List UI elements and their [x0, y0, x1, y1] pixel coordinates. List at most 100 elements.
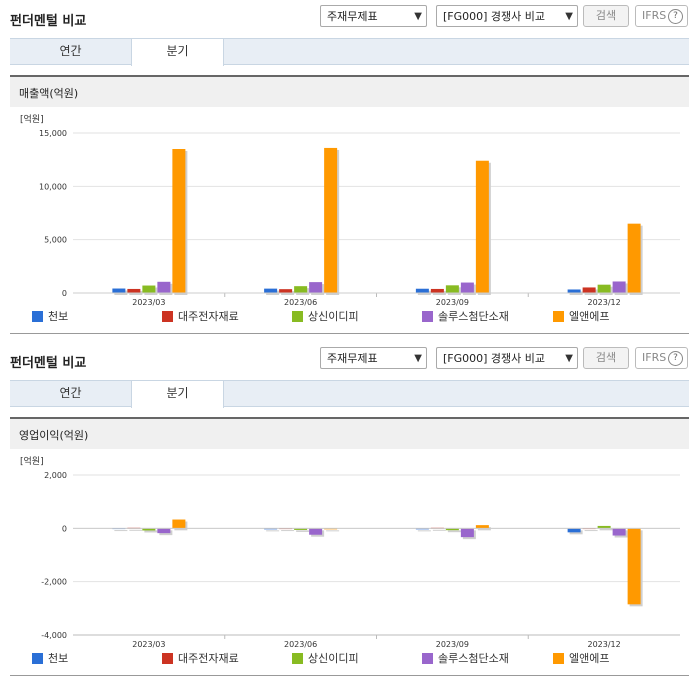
revenue-chart: [억원] 0 5,000 10,000 15,000 2023/03 2023/06 2023… — [20, 113, 680, 307]
legend-label: 엘앤에프 — [569, 310, 610, 323]
x-tick-label: 2023/09 — [436, 298, 469, 307]
y-tick-label: 10,000 — [39, 182, 67, 191]
ifrs-label: IFRS — [642, 351, 667, 364]
legend-swatch — [553, 653, 564, 664]
chart-header: 매출액(억원) — [10, 75, 689, 107]
bar — [460, 282, 474, 293]
peer-select[interactable]: [FG000] 경쟁사 비교 ▼ — [436, 5, 578, 27]
legend-item-daejoo[interactable]: 대주전자재료 — [162, 652, 239, 666]
chart-title: 영업이익(억원) — [19, 429, 89, 442]
section-title: 펀더멘털 비교 — [10, 14, 87, 29]
legend-item-chunbo[interactable]: 천보 — [32, 652, 68, 666]
search-button[interactable]: 검색 — [583, 5, 629, 27]
legend-item-solus[interactable]: 솔루스첨단소재 — [422, 310, 509, 324]
peer-select-value: [FG000] 경쟁사 비교 — [443, 352, 546, 365]
bar — [415, 288, 429, 293]
y-tick-label: -2,000 — [41, 578, 67, 587]
legend-label: 상신이디피 — [308, 652, 359, 665]
legend-item-sangsin[interactable]: 상신이디피 — [292, 310, 359, 324]
bar — [142, 528, 156, 531]
bar — [430, 288, 444, 293]
ifrs-button[interactable]: IFRS ? — [635, 347, 688, 369]
legend-swatch — [32, 311, 43, 322]
period-tabs: 연간 분기 — [10, 38, 689, 66]
bar — [445, 285, 459, 293]
chart-title: 매출액(억원) — [19, 87, 79, 100]
tab-annual[interactable]: 연간 — [59, 386, 82, 400]
bar — [309, 282, 323, 293]
bar-shadow — [599, 527, 613, 531]
bar — [597, 284, 611, 293]
bar-shadow — [432, 529, 446, 531]
y-tick-label: -4,000 — [41, 631, 67, 640]
bar — [460, 528, 474, 538]
legend-swatch — [32, 653, 43, 664]
legend-label: 솔루스첨단소재 — [438, 652, 509, 665]
legend-item-solus[interactable]: 솔루스첨단소재 — [422, 652, 509, 666]
search-button[interactable]: 검색 — [583, 347, 629, 369]
bar-shadow — [584, 530, 598, 532]
legend-label: 엘앤에프 — [569, 652, 610, 665]
legend-label: 상신이디피 — [308, 310, 359, 323]
statement-select-value: 주재무제표 — [327, 352, 378, 365]
bar — [172, 519, 186, 529]
bar — [475, 160, 489, 293]
y-tick-label: 15,000 — [39, 129, 67, 138]
statement-select-value: 주재무제표 — [327, 10, 378, 23]
bar — [172, 149, 186, 293]
y-tick-label: 5,000 — [44, 236, 67, 245]
legend-swatch — [292, 311, 303, 322]
chevron-down-icon: ▼ — [414, 11, 422, 22]
help-icon: ? — [668, 9, 683, 24]
ifrs-button[interactable]: IFRS ? — [635, 5, 688, 27]
bar — [157, 281, 171, 293]
bar — [627, 528, 641, 605]
legend-label: 솔루스첨단소재 — [438, 310, 509, 323]
bar — [597, 525, 611, 529]
bar-shadow — [326, 530, 340, 532]
x-tick-label: 2023/12 — [588, 298, 621, 307]
legend: 천보 대주전자재료 상신이디피 솔루스첨단소재 엘앤에프 — [0, 310, 696, 326]
legend-label: 천보 — [48, 310, 69, 323]
bar — [627, 223, 641, 293]
bar — [127, 288, 141, 293]
bar — [294, 528, 308, 530]
section-revenue: 펀더멘털 비교 주재무제표 ▼ [FG000] 경쟁사 비교 ▼ 검색 IFRS ?… — [0, 5, 696, 334]
legend-item-lnf[interactable]: 엘앤에프 — [553, 652, 609, 666]
legend-label: 대주전자재료 — [178, 652, 239, 665]
peer-select[interactable]: [FG000] 경쟁사 비교 ▼ — [436, 347, 578, 369]
legend-item-sangsin[interactable]: 상신이디피 — [292, 652, 359, 666]
bar — [612, 528, 626, 536]
tab-quarterly[interactable]: 분기 — [131, 38, 224, 66]
chevron-down-icon: ▼ — [565, 11, 573, 22]
period-tabs: 연간 분기 — [10, 380, 689, 408]
legend-item-daejoo[interactable]: 대주전자재료 — [162, 310, 239, 324]
chevron-down-icon: ▼ — [565, 353, 573, 364]
bar — [324, 147, 338, 293]
tab-quarterly[interactable]: 분기 — [131, 380, 224, 408]
x-tick-label: 2023/03 — [132, 640, 165, 649]
legend-item-lnf[interactable]: 엘앤에프 — [553, 310, 609, 324]
statement-select[interactable]: 주재무제표 ▼ — [320, 5, 427, 27]
bar-shadow — [114, 530, 128, 532]
unit-label: [억원] — [20, 455, 44, 467]
bar — [582, 287, 596, 293]
tab-annual[interactable]: 연간 — [59, 44, 82, 58]
bar — [475, 525, 489, 529]
ifrs-label: IFRS — [642, 9, 667, 22]
y-tick-label: 0 — [62, 524, 67, 533]
section-operating-income: 펀더멘털 비교 주재무제표 ▼ [FG000] 경쟁사 비교 ▼ 검색 IFRS ?… — [0, 342, 696, 684]
bar-shadow — [447, 530, 461, 533]
legend-item-chunbo[interactable]: 천보 — [32, 310, 68, 324]
legend-label: 천보 — [48, 652, 69, 665]
legend-swatch — [422, 653, 433, 664]
peer-select-value: [FG000] 경쟁사 비교 — [443, 10, 546, 23]
x-tick-label: 2023/03 — [132, 298, 165, 307]
bar-shadow — [296, 530, 310, 532]
bar — [612, 281, 626, 293]
bar — [309, 528, 323, 535]
statement-select[interactable]: 주재무제표 ▼ — [320, 347, 427, 369]
bar-shadow — [281, 530, 295, 532]
operating-income-chart: [억원] -4,000 -2,000 0 2,000 2023/03 2023/06 2023… — [20, 455, 680, 649]
help-icon: ? — [668, 351, 683, 366]
